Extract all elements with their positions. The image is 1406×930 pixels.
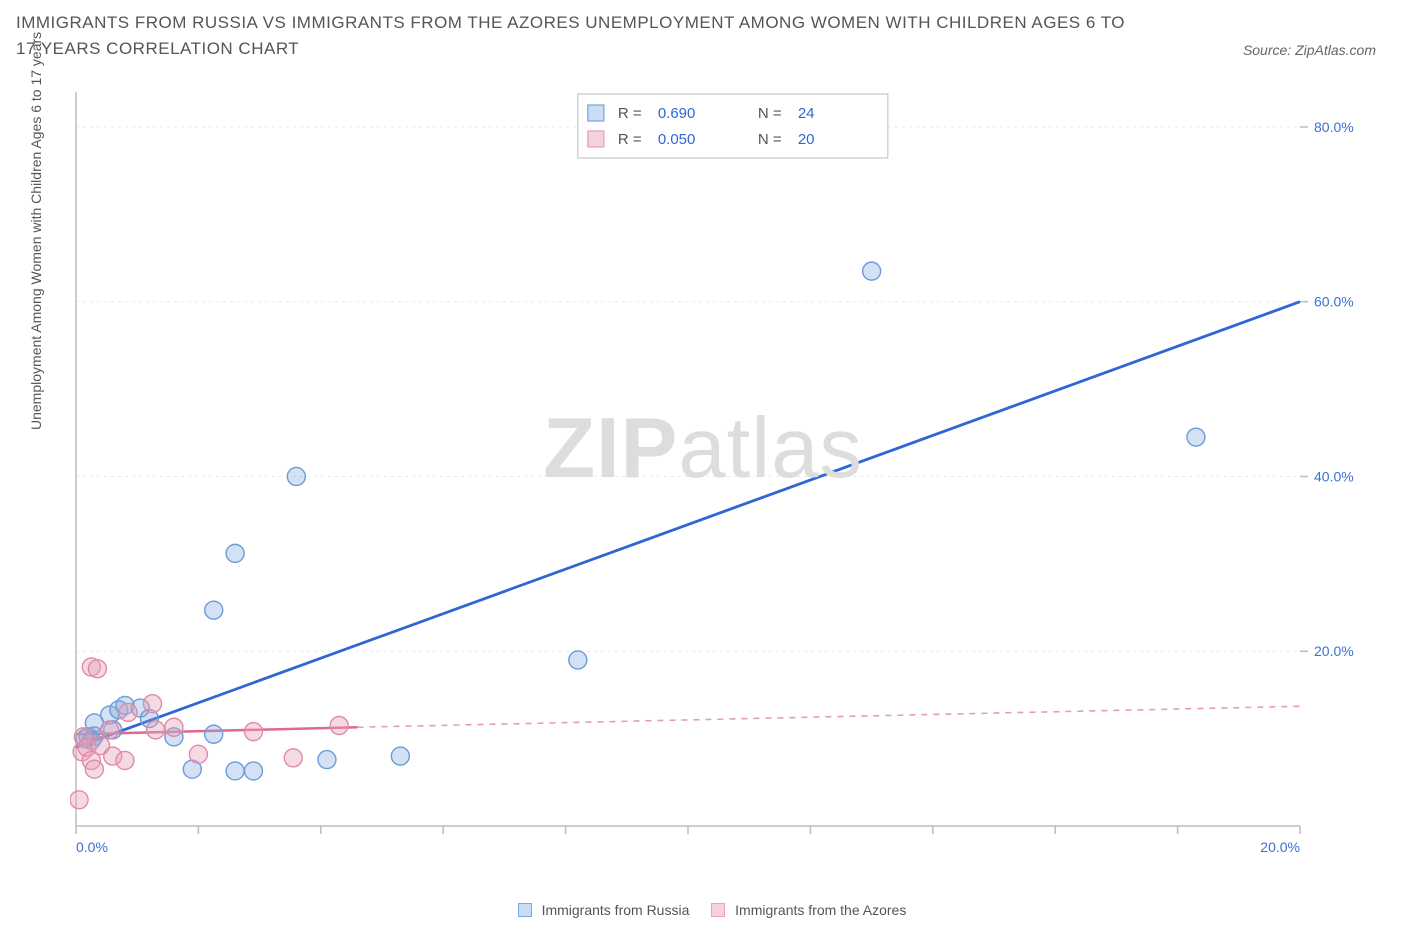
svg-text:20.0%: 20.0% [1260,839,1300,855]
svg-text:0.050: 0.050 [658,131,696,148]
svg-text:0.0%: 0.0% [76,839,108,855]
svg-text:40.0%: 40.0% [1314,468,1354,484]
chart-title: IMMIGRANTS FROM RUSSIA VS IMMIGRANTS FRO… [16,10,1126,63]
source-label: Source: ZipAtlas.com [1243,42,1376,58]
svg-text:80.0%: 80.0% [1314,119,1354,135]
scatter-chart: 0.0% 20.0% 20.0% 40.0% 60.0% 80.0% R = 0.690 N =… [70,86,1380,866]
svg-text:R =: R = [618,105,642,122]
legend-label-azores: Immigrants from the Azores [735,902,906,918]
legend-bottom: Immigrants from Russia Immigrants from t… [0,902,1406,918]
svg-text:N =: N = [758,131,782,148]
svg-text:20: 20 [798,131,815,148]
svg-text:20.0%: 20.0% [1314,643,1354,659]
svg-text:0.690: 0.690 [658,105,696,122]
chart-header: IMMIGRANTS FROM RUSSIA VS IMMIGRANTS FRO… [16,10,1386,66]
svg-text:60.0%: 60.0% [1314,294,1354,310]
legend-swatch-russia [518,903,532,917]
legend-label-russia: Immigrants from Russia [542,902,690,918]
svg-text:N =: N = [758,105,782,122]
legend-swatch-azores [711,903,725,917]
y-axis-label: Unemployment Among Women with Children A… [28,32,44,430]
svg-text:24: 24 [798,105,815,122]
svg-text:R =: R = [618,131,642,148]
plot-area: 0.0% 20.0% 20.0% 40.0% 60.0% 80.0% R = 0.690 N =… [70,86,1380,866]
